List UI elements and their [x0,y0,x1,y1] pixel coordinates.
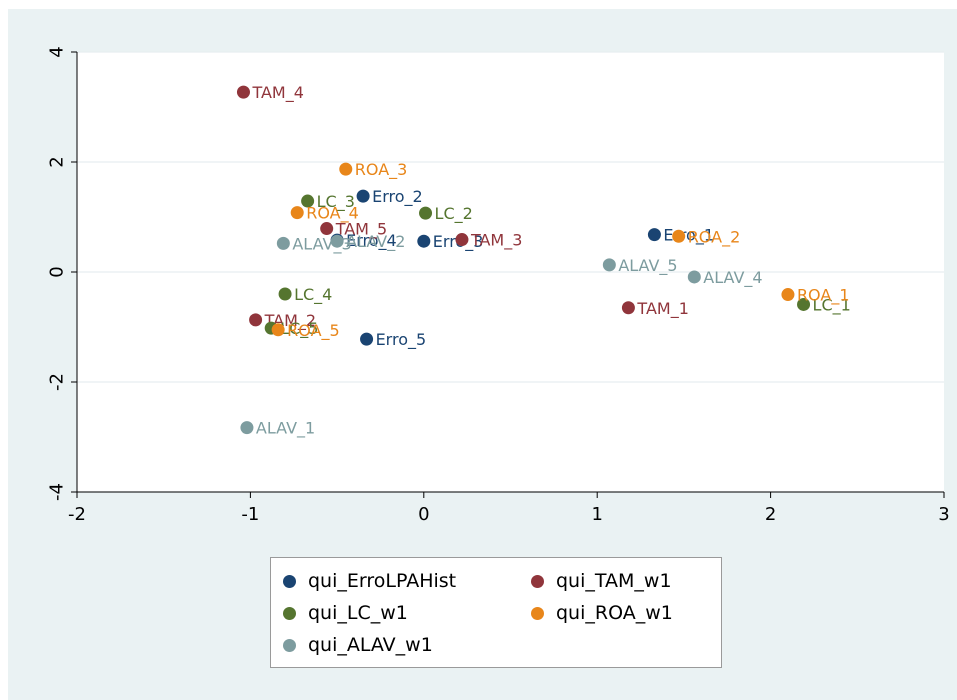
x-tick-label: 1 [591,504,602,525]
legend-label-lc: qui_LC_w1 [308,602,408,624]
legend-marker-erro [283,574,296,588]
data-point [797,297,811,311]
data-point [672,229,686,243]
point-label: ALAV_5 [618,256,677,276]
point-label: TAM_3 [470,231,522,251]
legend: qui_ErroLPAHist qui_TAM_w1 qui_LC_w1 qui… [270,557,722,668]
chart-frame: -4-2024-2-10123Erro_1Erro_2Erro_3Erro_4E… [8,9,957,700]
data-point [621,301,635,315]
point-label: LC_4 [294,285,332,305]
point-label: ALAV_2 [346,232,405,252]
point-label: ALAV_1 [256,419,315,439]
legend-item-roa: qui_ROA_w1 [531,602,673,624]
legend-marker-alav [283,638,296,652]
point-label: ROA_1 [797,286,850,306]
point-label: Erro_2 [372,187,423,207]
data-point [290,206,304,220]
x-tick-label: 2 [765,504,776,525]
point-label: LC_1 [813,295,851,315]
legend-label-tam: qui_TAM_w1 [556,570,672,592]
point-label: ALAV_3 [292,234,351,254]
point-label: ROA_4 [306,204,359,224]
data-point [647,228,661,242]
data-point [320,222,334,236]
legend-label-alav: qui_ALAV_w1 [308,634,433,656]
legend-item-erro: qui_ErroLPAHist [283,570,456,592]
data-point [419,206,433,220]
y-tick-label: -4 [47,483,68,501]
point-label: ROA_3 [355,160,408,180]
data-point [602,258,616,272]
data-point [781,288,795,302]
x-tick-label: -1 [241,504,259,525]
x-tick-label: 0 [418,504,429,525]
point-label: LC_5 [280,319,318,339]
y-tick-label: 4 [47,46,68,57]
point-label: LC_3 [317,192,355,212]
y-tick-label: 2 [47,156,68,167]
legend-marker-roa [531,606,544,620]
legend-item-alav: qui_ALAV_w1 [283,634,433,656]
data-point [301,194,315,208]
y-tick-label: -2 [47,373,68,391]
data-point [240,421,254,435]
point-label: LC_2 [435,204,473,224]
point-label: ROA_5 [287,321,340,341]
data-point [417,234,431,248]
data-point [360,332,374,346]
point-label: TAM_5 [335,220,387,240]
legend-item-tam: qui_TAM_w1 [531,570,672,592]
point-label: TAM_1 [636,299,688,319]
x-tick-label: 3 [938,504,949,525]
data-point [687,270,701,284]
legend-marker-lc [283,606,296,620]
y-tick-label: 0 [47,266,68,277]
data-point [276,236,290,250]
data-point [249,313,263,327]
data-point [339,162,353,176]
legend-item-lc: qui_LC_w1 [283,602,408,624]
data-point [455,233,469,247]
point-label: ALAV_4 [703,268,762,288]
legend-label-roa: qui_ROA_w1 [556,602,673,624]
scatter-plot: -4-2024-2-10123Erro_1Erro_2Erro_3Erro_4E… [47,46,950,525]
data-point [236,85,250,99]
legend-label-erro: qui_ErroLPAHist [308,570,457,592]
data-point [278,287,292,301]
data-point [330,234,344,248]
legend-marker-tam [531,574,544,588]
data-point [356,189,370,203]
point-label: Erro_4 [346,231,397,251]
point-label: Erro_5 [376,330,427,350]
point-label: ROA_2 [688,227,741,247]
data-point [271,323,285,337]
x-tick-label: -2 [68,504,86,525]
point-label: TAM_4 [251,83,303,103]
